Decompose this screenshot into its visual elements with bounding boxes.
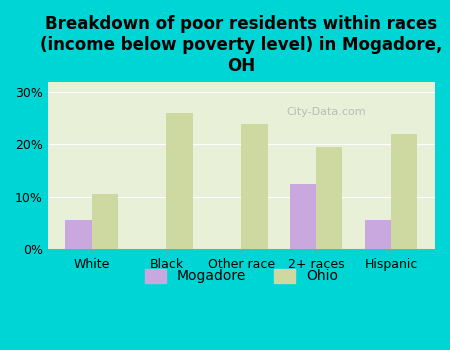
Bar — [241, 124, 268, 249]
Bar — [391, 134, 418, 249]
Bar — [316, 147, 342, 249]
Text: City-Data.com: City-Data.com — [287, 107, 366, 117]
Bar — [290, 184, 316, 249]
Bar — [166, 113, 193, 249]
Bar — [91, 194, 118, 249]
Bar — [365, 220, 391, 249]
Legend: Mogadore, Ohio: Mogadore, Ohio — [140, 263, 343, 289]
Title: Breakdown of poor residents within races
(income below poverty level) in Mogador: Breakdown of poor residents within races… — [40, 15, 442, 75]
Bar — [65, 220, 91, 249]
